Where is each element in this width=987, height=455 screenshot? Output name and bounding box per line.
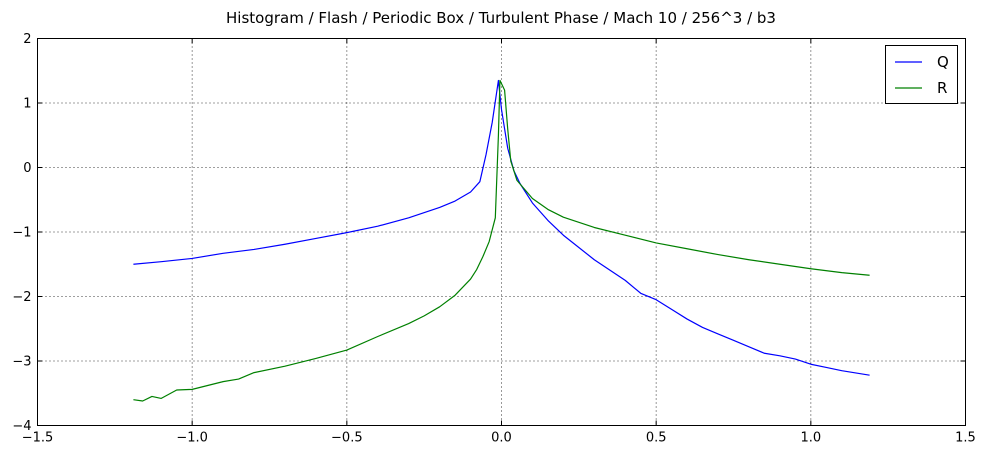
y-tick-label: −3 xyxy=(12,355,31,370)
x-tick-label: 0.0 xyxy=(491,431,512,446)
x-axis-tick-labels: −1.5 −1.0 −0.5 0.0 0.5 1.0 1.5 xyxy=(22,431,976,446)
series-lines xyxy=(133,79,870,402)
legend-label-q: Q xyxy=(937,53,949,71)
x-tick-label: −1.5 xyxy=(22,431,54,446)
axis-ticks xyxy=(37,38,966,426)
x-tick-label: −1.0 xyxy=(176,431,208,446)
y-tick-label: 1 xyxy=(23,97,31,112)
x-tick-label: 1.5 xyxy=(955,431,976,446)
y-tick-label: 0 xyxy=(23,161,31,176)
legend: Q R xyxy=(885,45,958,104)
y-tick-label: −1 xyxy=(12,226,31,241)
y-tick-label: 2 xyxy=(23,32,31,47)
legend-box xyxy=(885,45,958,104)
x-tick-label: −0.5 xyxy=(331,431,363,446)
grid-lines xyxy=(37,38,966,426)
y-tick-label: −4 xyxy=(12,419,31,434)
x-tick-label: 0.5 xyxy=(646,431,667,446)
x-tick-label: 1.0 xyxy=(800,431,821,446)
chart-title: Histogram / Flash / Periodic Box / Turbu… xyxy=(226,9,776,27)
legend-label-r: R xyxy=(937,79,947,97)
y-tick-label: −2 xyxy=(12,290,31,305)
y-axis-tick-labels: −4 −3 −2 −1 0 1 2 xyxy=(12,32,31,434)
series-line-r xyxy=(133,79,870,402)
